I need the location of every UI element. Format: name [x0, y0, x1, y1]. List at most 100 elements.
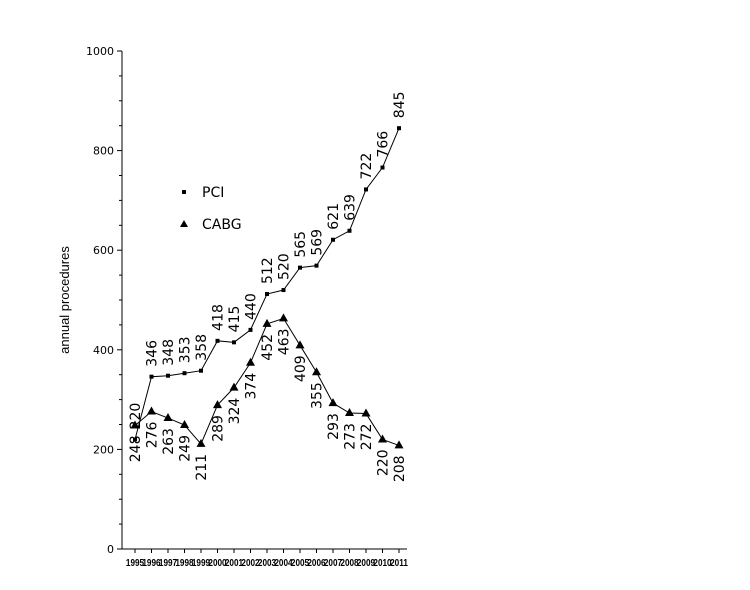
x-tick-label: 2003	[258, 557, 276, 568]
data-label-cabg: 220	[376, 449, 392, 476]
legend-marker-cabg	[180, 220, 188, 227]
data-label-cabg: 249	[178, 435, 194, 462]
data-point-cabg	[345, 408, 354, 417]
data-label-cabg: 463	[277, 328, 293, 355]
data-point-cabg	[328, 398, 338, 407]
data-point-pci	[298, 265, 302, 270]
data-label-pci: 621	[326, 203, 342, 230]
legend: PCI CABG	[180, 185, 242, 233]
data-label-cabg: 409	[293, 355, 309, 382]
data-label-pci: 353	[178, 336, 194, 363]
data-label-cabg: 248	[128, 435, 144, 462]
data-point-cabg	[295, 340, 305, 349]
data-point-pci	[149, 374, 154, 379]
data-point-cabg	[213, 400, 222, 409]
data-label-cabg: 355	[310, 382, 326, 409]
data-point-pci	[133, 437, 137, 442]
data-point-cabg	[312, 367, 321, 376]
x-tick-label: 2005	[291, 557, 309, 568]
legend-label-cabg: CABG	[202, 217, 242, 233]
x-tick-label: 1999	[192, 557, 210, 568]
data-label-cabg: 208	[392, 455, 408, 482]
data-label-cabg: 289	[211, 415, 227, 442]
data-label-pci: 766	[376, 131, 392, 158]
data-point-pci	[265, 292, 269, 297]
data-label-pci: 565	[293, 231, 309, 258]
x-tick-label: 2008	[340, 557, 358, 568]
data-label-pci: 415	[227, 306, 243, 333]
data-point-pci	[397, 126, 401, 131]
x-tick-label: 2011	[390, 557, 408, 568]
data-point-cabg	[378, 434, 387, 443]
data-point-pci	[281, 288, 286, 293]
data-label-pci: 520	[277, 253, 293, 280]
y-tick-label: 800	[93, 145, 114, 158]
y-tick-label: 0	[107, 543, 114, 556]
legend-marker-pci	[182, 190, 186, 194]
data-label-cabg: 374	[244, 373, 260, 400]
data-point-pci	[215, 338, 220, 343]
data-point-pci	[199, 368, 203, 373]
x-tick-label: 1998	[175, 557, 193, 568]
data-label-cabg: 211	[194, 454, 210, 481]
data-label-pci: 220	[128, 403, 144, 430]
x-tick-label: 1995	[126, 557, 144, 568]
data-label-pci: 569	[310, 229, 326, 256]
data-point-pci	[331, 237, 335, 242]
x-tick-label: 2004	[274, 557, 293, 568]
data-point-pci	[182, 371, 187, 376]
data-point-pci	[232, 340, 236, 345]
data-label-pci: 512	[260, 257, 276, 284]
x-tick-label: 2000	[208, 557, 226, 568]
data-label-cabg: 263	[161, 428, 177, 455]
data-point-cabg	[279, 313, 288, 322]
data-point-cabg	[361, 408, 371, 417]
data-label-pci: 845	[392, 91, 408, 118]
y-tick-label: 1000	[86, 45, 114, 58]
data-label-pci: 440	[244, 293, 260, 320]
x-ticks: 1995199619971998199920002001200220032004…	[126, 549, 408, 568]
data-label-pci: 418	[211, 304, 227, 331]
data-label-cabg: 324	[227, 398, 243, 425]
x-tick-label: 2002	[241, 557, 259, 568]
data-point-pci	[248, 327, 253, 332]
x-tick-label: 2001	[225, 557, 243, 568]
data-label-pci: 348	[161, 339, 177, 366]
data-point-cabg	[163, 413, 173, 422]
legend-label-pci: PCI	[202, 185, 224, 201]
data-label-pci: 639	[343, 194, 359, 221]
data-point-cabg	[147, 406, 156, 415]
data-point-cabg	[196, 438, 206, 447]
data-point-cabg	[180, 419, 189, 428]
data-point-cabg	[130, 420, 140, 429]
data-label-cabg: 273	[343, 423, 359, 450]
x-tick-label: 2007	[324, 557, 342, 568]
data-label-cabg: 276	[145, 421, 161, 448]
y-ticks: 0 200 400 600 800 1000	[86, 45, 122, 556]
data-point-cabg	[246, 357, 255, 366]
data-point-cabg	[229, 382, 239, 391]
x-tick-label: 1996	[142, 557, 160, 568]
y-tick-label: 400	[93, 344, 114, 357]
data-label-cabg: 452	[260, 334, 276, 361]
data-point-pci	[314, 263, 319, 268]
data-point-cabg	[394, 440, 404, 449]
data-point-pci	[364, 187, 368, 192]
x-tick-label: 2010	[373, 557, 391, 568]
data-label-cabg: 272	[359, 424, 375, 451]
x-tick-label: 2009	[357, 557, 375, 568]
data-label-pci: 722	[359, 153, 375, 180]
x-tick-label: 2006	[307, 557, 325, 568]
data-point-pci	[166, 373, 170, 378]
data-point-pci	[347, 228, 352, 233]
y-tick-label: 200	[93, 443, 114, 456]
x-tick-label: 1997	[159, 557, 177, 568]
data-point-pci	[380, 165, 385, 170]
y-tick-label: 600	[93, 244, 114, 257]
data-label-cabg: 293	[326, 413, 342, 440]
data-label-pci: 346	[145, 340, 161, 367]
markers	[130, 126, 404, 449]
y-axis-label: annual procedures	[57, 246, 72, 354]
